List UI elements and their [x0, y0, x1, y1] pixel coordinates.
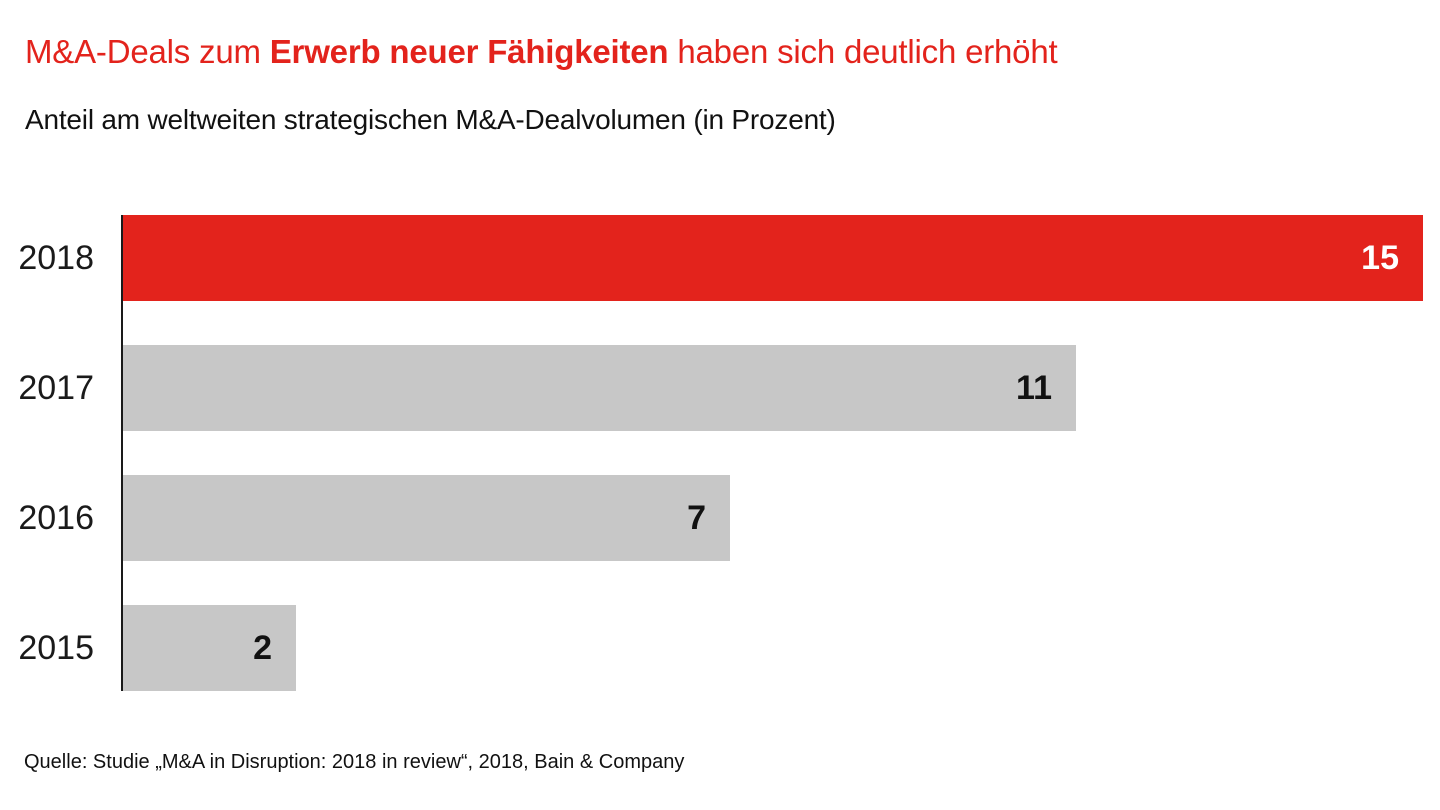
chart-title: M&A-Deals zum Erwerb neuer Fähigkeiten h…	[25, 33, 1058, 70]
chart-subtitle: Anteil am weltweiten strategischen M&A-D…	[25, 104, 836, 135]
bar-row-2015: 2015 2	[0, 605, 1440, 691]
bar-track: 11	[123, 345, 1440, 431]
bar-track: 2	[123, 605, 1440, 691]
category-label-2015: 2015	[18, 628, 94, 667]
chart-title-emphasis: Erwerb neuer Fähigkeiten	[269, 33, 669, 70]
bar-value-label: 2	[253, 629, 272, 667]
bar-track: 7	[123, 475, 1440, 561]
bar-value-label: 11	[1016, 369, 1052, 407]
bar-value-label: 15	[1361, 239, 1399, 277]
bar-row-2016: 2016 7	[0, 475, 1440, 561]
bar-row-2017: 2017 11	[0, 345, 1440, 431]
bar-2018: 15	[123, 215, 1423, 301]
chart-title-suffix: haben sich deutlich erhöht	[668, 33, 1058, 70]
bar-2016: 7	[123, 475, 730, 561]
bars-container: 2018 15 2017 11 2016 7 2015 2	[0, 215, 1440, 691]
bar-track: 15	[123, 215, 1440, 301]
bar-2017: 11	[123, 345, 1076, 431]
category-label-2017: 2017	[18, 368, 94, 407]
bar-2015: 2	[123, 605, 296, 691]
category-label-2018: 2018	[18, 238, 94, 277]
category-label-2016: 2016	[18, 498, 94, 537]
source-note: Quelle: Studie „M&A in Disruption: 2018 …	[24, 751, 685, 773]
y-axis-line	[121, 215, 123, 691]
bar-row-2018: 2018 15	[0, 215, 1440, 301]
bar-value-label: 7	[687, 499, 706, 537]
chart-title-prefix: M&A-Deals zum	[25, 33, 270, 70]
